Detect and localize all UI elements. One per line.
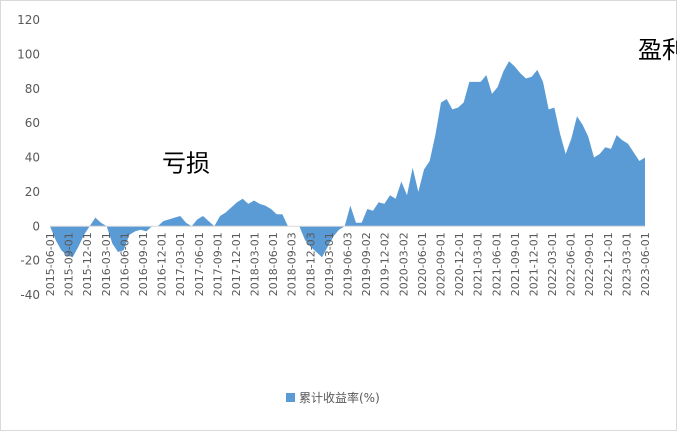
x-tick-label: 2021-09-01: [509, 232, 522, 296]
x-tick-label: 2020-03-02: [397, 232, 410, 296]
x-tick-label: 2016-12-01: [156, 232, 169, 296]
x-tick-label: 2020-09-01: [434, 232, 447, 296]
x-tick-label: 2016-09-01: [137, 232, 150, 296]
x-tick-label: 2019-09-02: [360, 232, 373, 296]
x-tick-label: 2015-12-01: [81, 232, 94, 296]
x-tick-label: 2022-06-01: [565, 232, 578, 296]
x-tick-label: 2016-06-01: [118, 232, 131, 296]
x-tick-label: 2017-06-01: [193, 232, 206, 296]
x-tick-label: 2018-12-03: [304, 232, 317, 296]
x-tick-label: 2018-09-03: [286, 232, 299, 296]
x-tick-label: 2019-06-03: [342, 232, 355, 296]
annotation-text: 盈利: [638, 36, 677, 64]
x-tick-label: 2019-12-02: [379, 232, 392, 296]
x-tick-label: 2022-12-01: [602, 232, 615, 296]
x-tick-label: 2022-03-01: [546, 232, 559, 296]
y-tick-label: 80: [25, 82, 40, 96]
x-tick-label: 2015-06-01: [44, 232, 57, 296]
x-tick-label: 2018-06-01: [267, 232, 280, 296]
x-tick-label: 2017-12-01: [230, 232, 243, 296]
x-tick-label: 2020-06-01: [416, 232, 429, 296]
legend-swatch: [286, 393, 295, 402]
series-area-cumulative-return: [50, 61, 645, 258]
x-tick-label: 2021-03-01: [472, 232, 485, 296]
legend-label: 累计收益率(%): [299, 390, 380, 405]
x-tick-label: 2015-09-01: [63, 232, 76, 296]
annotation-text: 亏损: [162, 149, 210, 177]
y-tick-label: 40: [25, 151, 40, 165]
x-tick-label: 2017-03-01: [174, 232, 187, 296]
y-tick-label: -20: [20, 254, 40, 268]
y-tick-label: 120: [17, 13, 40, 27]
x-tick-label: 2016-03-01: [100, 232, 113, 296]
x-tick-label: 2018-03-01: [249, 232, 262, 296]
y-tick-label: 0: [32, 219, 40, 233]
x-tick-label: 2023-03-01: [620, 232, 633, 296]
x-tick-label: 2020-12-01: [453, 232, 466, 296]
x-tick-label: 2021-06-01: [490, 232, 503, 296]
x-tick-label: 2017-09-01: [211, 232, 224, 296]
y-tick-label: 60: [25, 116, 40, 130]
x-tick-label: 2021-12-01: [527, 232, 540, 296]
y-tick-label: -40: [20, 288, 40, 302]
x-tick-label: 2023-06-01: [639, 232, 652, 296]
x-tick-label: 2022-09-01: [583, 232, 596, 296]
x-tick-label: 2019-03-01: [323, 232, 336, 296]
y-tick-label: 100: [17, 47, 40, 61]
y-tick-label: 20: [25, 185, 40, 199]
